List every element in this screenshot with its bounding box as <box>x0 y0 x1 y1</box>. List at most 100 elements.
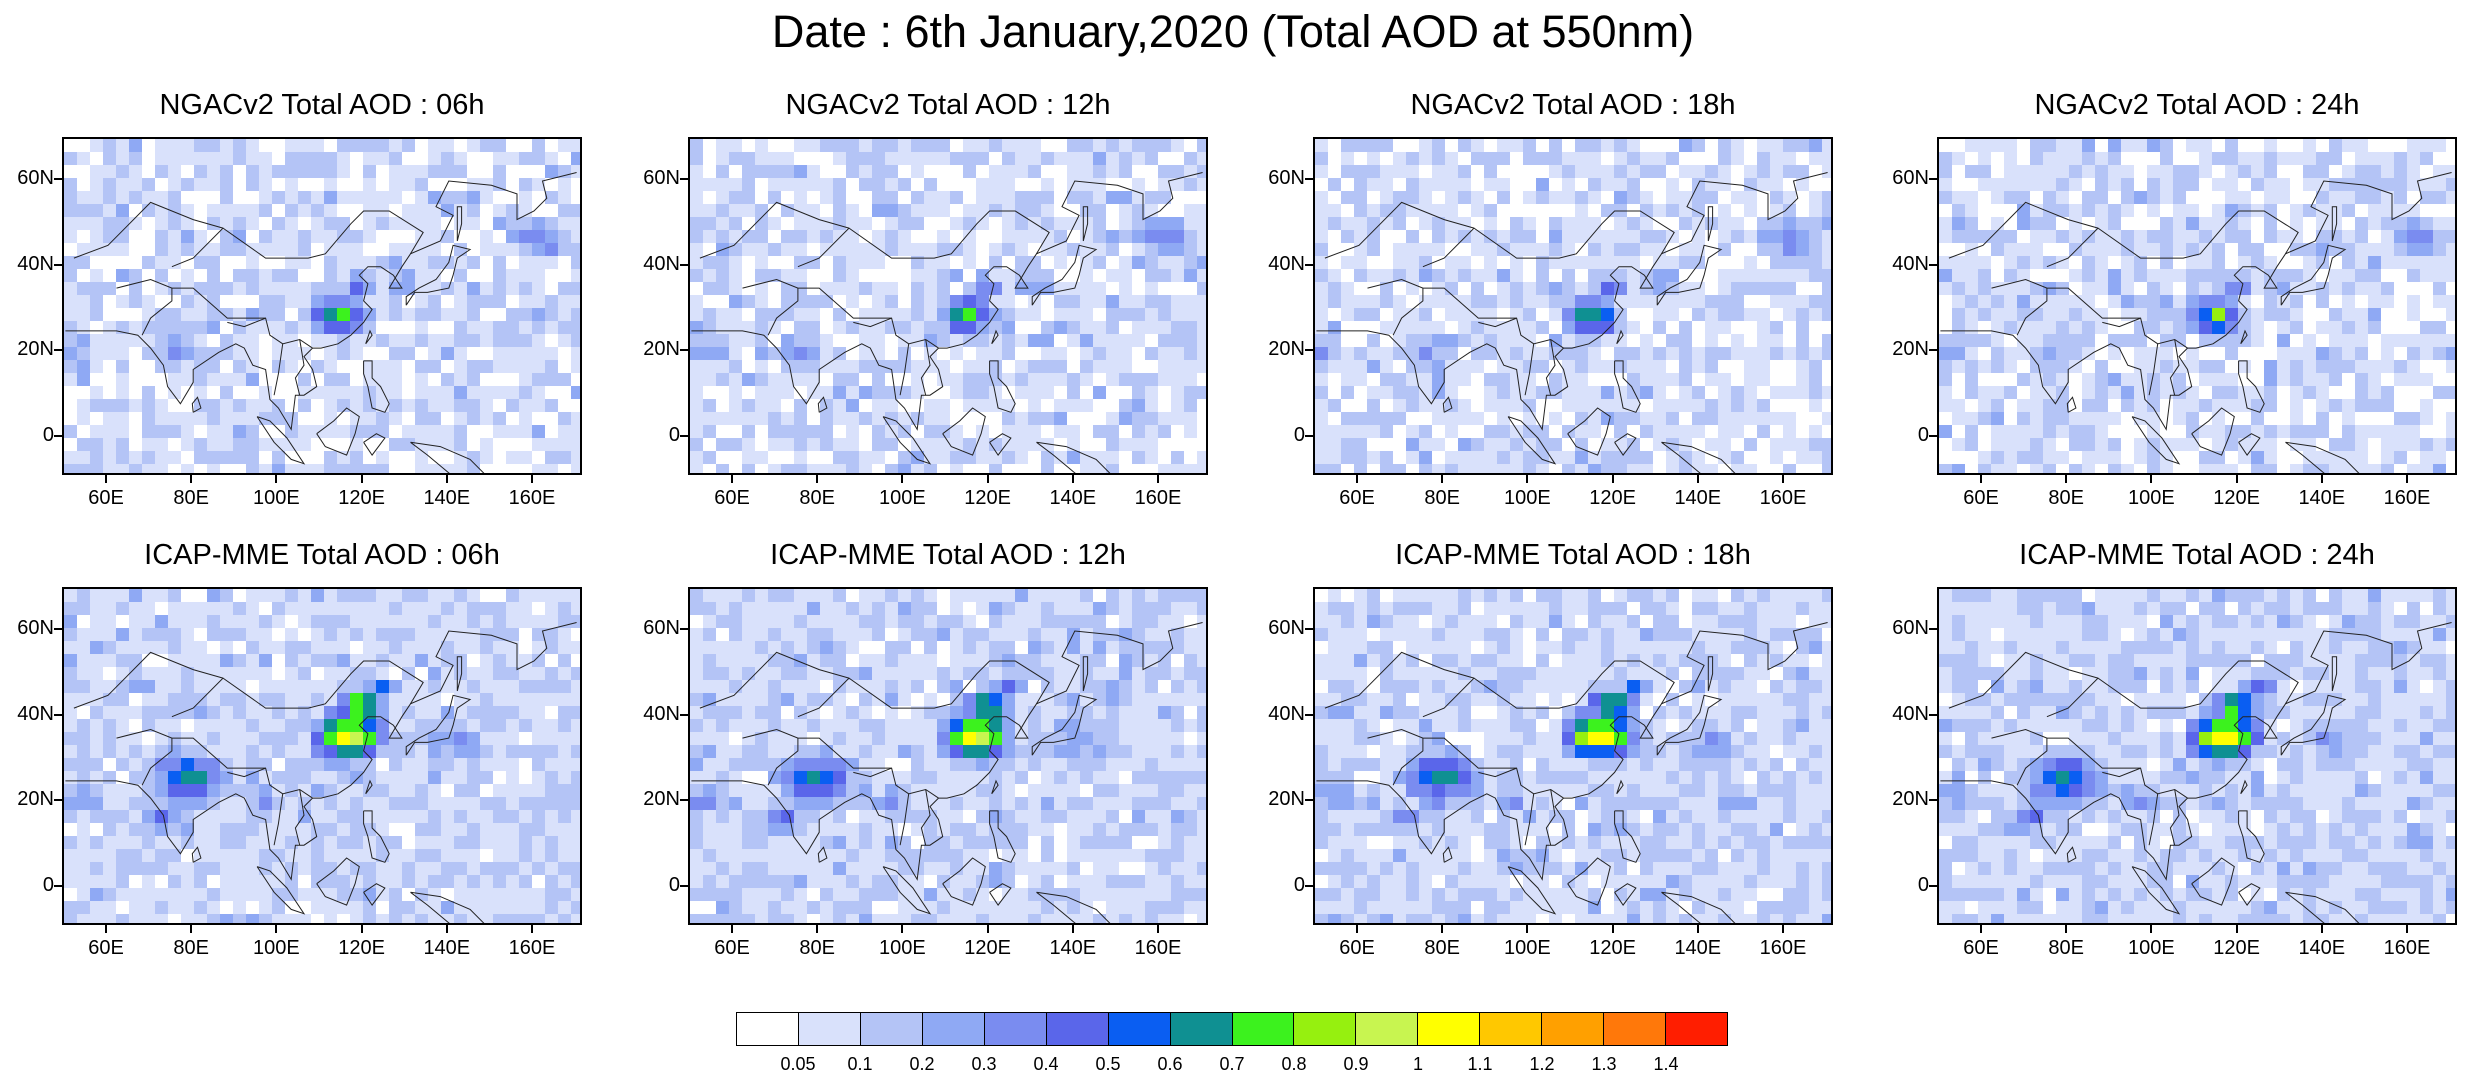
lon-tick-label: 160E <box>2383 937 2431 959</box>
colorbar-swatch <box>1418 1013 1481 1045</box>
lon-tick <box>2406 475 2408 483</box>
lat-tick <box>1929 178 1937 181</box>
lat-tick-label: 40N <box>1892 252 1929 275</box>
panel-title: NGACv2 Total AOD : 06h <box>159 89 485 121</box>
aod-field <box>64 589 580 923</box>
colorbar <box>736 1012 1728 1046</box>
lon-tick <box>275 475 278 483</box>
lon-tick <box>2065 475 2068 483</box>
lon-tick <box>1611 925 1614 933</box>
lon-tick <box>1441 925 1444 933</box>
lat-tick <box>680 435 688 437</box>
lon-tick <box>2235 925 2238 933</box>
lon-tick <box>275 925 278 933</box>
lat-tick <box>680 178 688 181</box>
lat-tick-label: 0 <box>1917 874 1929 896</box>
map-panel-ngacv2-12h: NGACv2 Total AOD : 12h 60N 40N 20N 0 60E 80E 10… <box>643 89 1208 509</box>
figure-title: Date : 6th January,2020 (Total AOD at 55… <box>771 6 1695 57</box>
lat-tick-label: 40N <box>643 252 680 275</box>
colorbar-label: 0.2 <box>909 1054 935 1074</box>
lon-tick <box>1157 475 1159 483</box>
aod-field <box>1939 589 2455 923</box>
lat-tick-label: 20N <box>1268 338 1305 361</box>
lon-tick <box>2235 475 2238 483</box>
lon-tick-label: 100E <box>879 937 926 959</box>
lon-tick-label: 140E <box>1049 937 1097 959</box>
lat-tick <box>1305 349 1313 352</box>
colorbar-label: 0.4 <box>1033 1054 1059 1074</box>
lon-tick <box>445 475 448 483</box>
lon-tick <box>2320 925 2323 933</box>
coastlines <box>1940 622 2452 923</box>
lat-tick <box>680 349 688 352</box>
lat-tick <box>1929 628 1937 631</box>
lon-tick <box>360 475 363 483</box>
colorbar-swatch <box>1480 1013 1543 1045</box>
map-panel-ngacv2-18h: NGACv2 Total AOD : 18h 60N 40N 20N 0 60E 80E 10… <box>1268 89 1833 509</box>
coastlines <box>1316 172 1828 473</box>
aod-field <box>1939 139 2455 473</box>
lon-tick-label: 120E <box>964 487 1011 509</box>
colorbar-label: 1.1 <box>1467 1054 1493 1074</box>
lon-tick-label: 80E <box>799 487 835 509</box>
lat-tick-label: 0 <box>1293 874 1305 896</box>
lat-tick-label: 20N <box>1892 338 1929 361</box>
colorbar-label: 0.6 <box>1157 1054 1183 1074</box>
panel-title: NGACv2 Total AOD : 24h <box>2034 89 2360 121</box>
colorbar-label: 0.3 <box>971 1054 997 1074</box>
colorbar-label: 0.05 <box>780 1054 816 1074</box>
lat-tick-label: 40N <box>1892 702 1929 725</box>
colorbar-swatch <box>737 1013 799 1045</box>
lat-tick-label: 60N <box>1268 617 1305 640</box>
lat-tick <box>1305 628 1313 631</box>
lon-tick <box>1980 475 1982 483</box>
lon-tick-label: 60E <box>1963 937 1999 959</box>
colorbar-label: 0.8 <box>1281 1054 1307 1074</box>
aod-map <box>62 587 582 925</box>
lon-tick-label: 140E <box>2298 937 2346 959</box>
lon-tick-label: 80E <box>173 487 209 509</box>
lon-tick-label: 100E <box>2128 487 2175 509</box>
colorbar-label: 1.4 <box>1653 1054 1679 1074</box>
lat-tick-label: 60N <box>643 167 680 190</box>
lat-tick <box>680 628 688 631</box>
lat-tick <box>1305 435 1313 437</box>
colorbar-label: 0.7 <box>1219 1054 1245 1074</box>
lon-tick-label: 140E <box>1674 937 1722 959</box>
lon-tick-label: 60E <box>1963 487 1999 509</box>
colorbar-label: 0.9 <box>1343 1054 1369 1074</box>
lon-tick <box>1782 475 1784 483</box>
lon-tick-label: 60E <box>88 937 124 959</box>
lat-tick-label: 0 <box>42 874 54 896</box>
lon-tick-label: 100E <box>2128 937 2175 959</box>
coastlines <box>1940 172 2452 473</box>
lon-tick-label: 80E <box>799 937 835 959</box>
map-panel-icap-mme-24h: ICAP-MME Total AOD : 24h 60N 40N 20N 0 60E 80E… <box>1892 539 2457 959</box>
lon-tick <box>190 475 193 483</box>
lon-tick-label: 140E <box>423 487 471 509</box>
lat-tick-label: 20N <box>17 338 54 361</box>
lat-tick <box>54 885 62 887</box>
lon-tick-label: 100E <box>1504 937 1551 959</box>
lon-tick <box>190 925 193 933</box>
lat-tick-label: 20N <box>1892 788 1929 811</box>
lon-tick-label: 100E <box>879 487 926 509</box>
lon-tick-label: 160E <box>1134 937 1182 959</box>
colorbar-swatch <box>798 1013 861 1045</box>
lon-tick-label: 60E <box>714 937 750 959</box>
colorbar-label: 1 <box>1412 1054 1423 1074</box>
lon-tick-label: 160E <box>508 487 556 509</box>
lat-tick-label: 60N <box>17 617 54 640</box>
lon-tick-label: 140E <box>423 937 471 959</box>
lon-tick <box>1071 925 1074 933</box>
lon-tick-label: 140E <box>2298 487 2346 509</box>
lon-tick <box>1071 475 1074 483</box>
lon-tick-label: 140E <box>1049 487 1097 509</box>
lon-tick-label: 120E <box>1589 487 1636 509</box>
lat-tick <box>1929 799 1937 802</box>
lon-tick-label: 60E <box>1339 937 1375 959</box>
lon-tick-label: 80E <box>2048 487 2084 509</box>
colorbar-label: 1.3 <box>1591 1054 1617 1074</box>
lat-tick <box>54 628 62 631</box>
lat-tick <box>1305 799 1313 802</box>
